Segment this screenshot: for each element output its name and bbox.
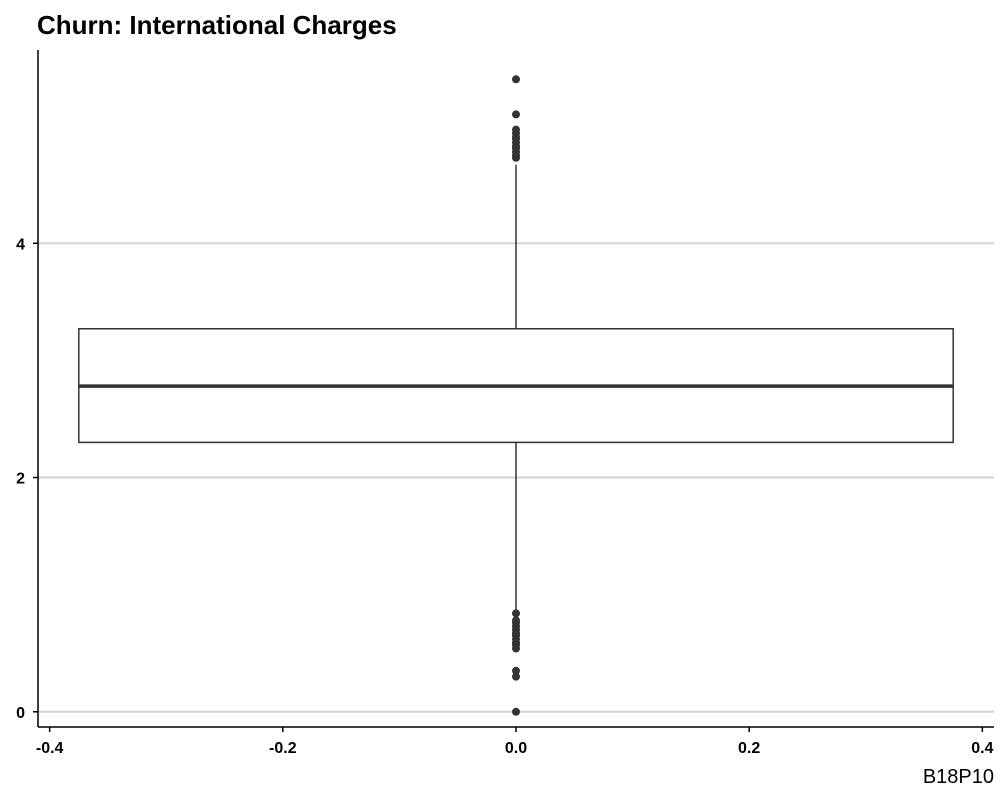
axes bbox=[33, 50, 994, 732]
y-tick-label: 2 bbox=[16, 471, 25, 488]
outlier-point bbox=[512, 75, 520, 84]
outliers bbox=[512, 75, 520, 716]
outlier-point bbox=[512, 153, 520, 162]
box bbox=[78, 164, 954, 612]
outlier-point bbox=[512, 666, 520, 675]
outlier-point bbox=[512, 707, 520, 716]
x-tick-label: 0.0 bbox=[505, 740, 527, 757]
x-tick-label: -0.4 bbox=[36, 740, 64, 757]
chart-title: Churn: International Charges bbox=[37, 10, 397, 40]
tick-labels: 0 2 4 -0.4 -0.2 0.0 0.2 0.4 bbox=[16, 236, 993, 757]
outlier-point bbox=[512, 644, 520, 653]
x-tick-label: 0.2 bbox=[738, 740, 760, 757]
outlier-point bbox=[512, 609, 520, 618]
chart-caption: B18P10 bbox=[922, 766, 994, 788]
y-tick-label: 4 bbox=[16, 236, 25, 253]
x-tick-label: -0.2 bbox=[269, 740, 297, 757]
outlier-point bbox=[512, 110, 520, 119]
outlier-point bbox=[512, 672, 520, 681]
x-tick-label: 0.4 bbox=[971, 740, 993, 757]
y-tick-label: 0 bbox=[16, 705, 25, 722]
